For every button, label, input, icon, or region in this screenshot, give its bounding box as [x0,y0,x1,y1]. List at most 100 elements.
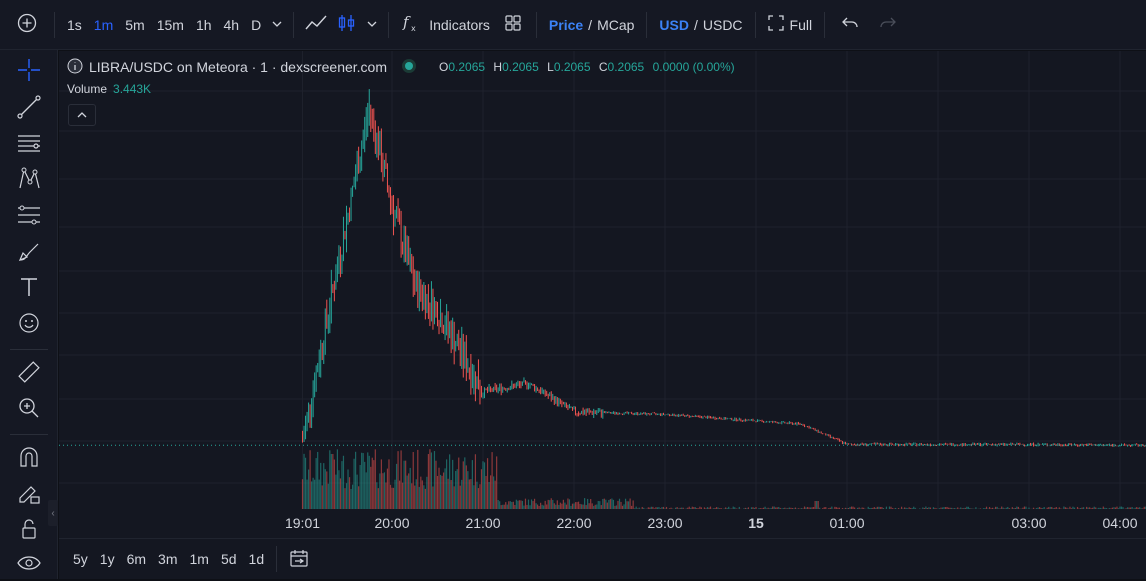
zoom-in-icon [16,395,42,426]
volume-bar [343,456,344,509]
pencil-lock-icon [16,480,42,511]
currency-toggle[interactable]: USD / USDC [653,10,748,40]
range-1d[interactable]: 1d [243,551,271,567]
volume-bar [654,508,655,509]
interval-4h[interactable]: 4h [218,10,246,40]
range-1m[interactable]: 1m [184,551,215,567]
magnet-tool[interactable] [13,444,45,474]
volume-bar [880,507,881,509]
volume-bar [578,502,579,509]
interval-1s[interactable]: 1s [61,10,88,40]
fullscreen-button[interactable]: Full [762,10,819,40]
volume-bar [1130,508,1131,509]
info-icon[interactable] [67,58,83,77]
add-symbol-button[interactable] [6,10,48,40]
emoji-tool[interactable] [13,310,45,340]
interval-5m[interactable]: 5m [119,10,150,40]
volume-bar [613,500,614,509]
volume-bar [869,508,870,509]
pattern-tool[interactable] [13,166,45,196]
volume-bar [890,507,891,509]
volume-bar [478,488,479,509]
volume-bar [1091,508,1092,509]
chart-type-dropdown[interactable] [362,10,382,40]
zoom-tool[interactable] [13,395,45,425]
visibility-tool[interactable] [13,550,45,580]
volume-bar [510,501,511,509]
volume-bar [573,503,574,509]
volume-bar [975,507,976,509]
volume-bar [950,508,951,509]
volume-bar [754,508,755,509]
price-mcap-toggle[interactable]: Price / MCap [543,10,641,40]
volume-bar [849,507,850,509]
interval-dropdown[interactable] [267,10,287,40]
usd-option: USD [659,17,689,33]
volume-bar [848,508,849,509]
volume-bar [695,507,696,509]
trend-line-tool[interactable] [13,94,45,124]
horizontal-lines-tool[interactable] [13,130,45,160]
interval-1h[interactable]: 1h [190,10,218,40]
volume-bar [1066,508,1067,509]
toggle-separator: / [694,17,698,33]
volume-bar [467,471,468,509]
interval-d[interactable]: D [245,10,267,40]
prediction-tool[interactable] [13,202,45,232]
symbol-title: LIBRA/USDC on Meteora · 1 · dexscreener.… [89,59,387,75]
volume-bar [658,507,659,509]
interval-15m[interactable]: 15m [151,10,190,40]
x-tick-label: 21:00 [465,515,500,531]
svg-text:f: f [402,13,411,31]
volume-bar [657,507,658,509]
volume-bar [504,505,505,509]
volume-bar [554,503,555,509]
interval-1m[interactable]: 1m [88,10,119,40]
toolbar-divider [388,12,389,38]
volume-bar [378,488,379,509]
volume-bar [909,507,910,509]
range-3m[interactable]: 3m [152,551,183,567]
range-5y[interactable]: 5y [67,551,94,567]
volume-bar [919,508,920,509]
undo-button[interactable] [831,10,869,40]
volume-bar [1072,507,1073,509]
volume-bar [532,501,533,509]
volume-bar [830,508,831,509]
volume-bar [469,479,470,509]
volume-bar [534,499,535,509]
candlestick-icon [336,13,358,36]
text-tool[interactable] [13,274,45,304]
brush-tool[interactable] [13,238,45,268]
text-icon [16,274,42,305]
measure-tool[interactable] [13,359,45,389]
volume-bar [610,499,611,509]
layouts-button[interactable] [496,10,530,40]
volume-bar [666,507,667,509]
collapse-legend-button[interactable] [68,104,96,126]
range-5d[interactable]: 5d [215,551,243,567]
lock-all-tool[interactable] [13,516,45,546]
volume-bar [965,508,966,509]
lock-drawings-tool[interactable] [13,480,45,510]
volume-bar [303,454,304,509]
candles-chart-type-button[interactable] [332,10,362,40]
volume-bar [555,505,556,509]
range-6m[interactable]: 6m [121,551,152,567]
chevron-down-icon [271,17,283,33]
redo-button[interactable] [869,10,907,40]
go-to-date-button[interactable] [283,548,315,571]
volume-bar [526,505,527,509]
volume-bar [924,508,925,509]
crosshair-tool[interactable] [13,57,45,87]
grid-layout-icon [504,14,522,35]
volume-bar [772,507,773,509]
redo-icon [879,16,897,33]
volume-bar [549,500,550,509]
range-1y[interactable]: 1y [94,551,121,567]
toolbar-collapse-handle[interactable]: ‹ [48,500,58,526]
line-chart-type-button[interactable] [300,10,332,40]
